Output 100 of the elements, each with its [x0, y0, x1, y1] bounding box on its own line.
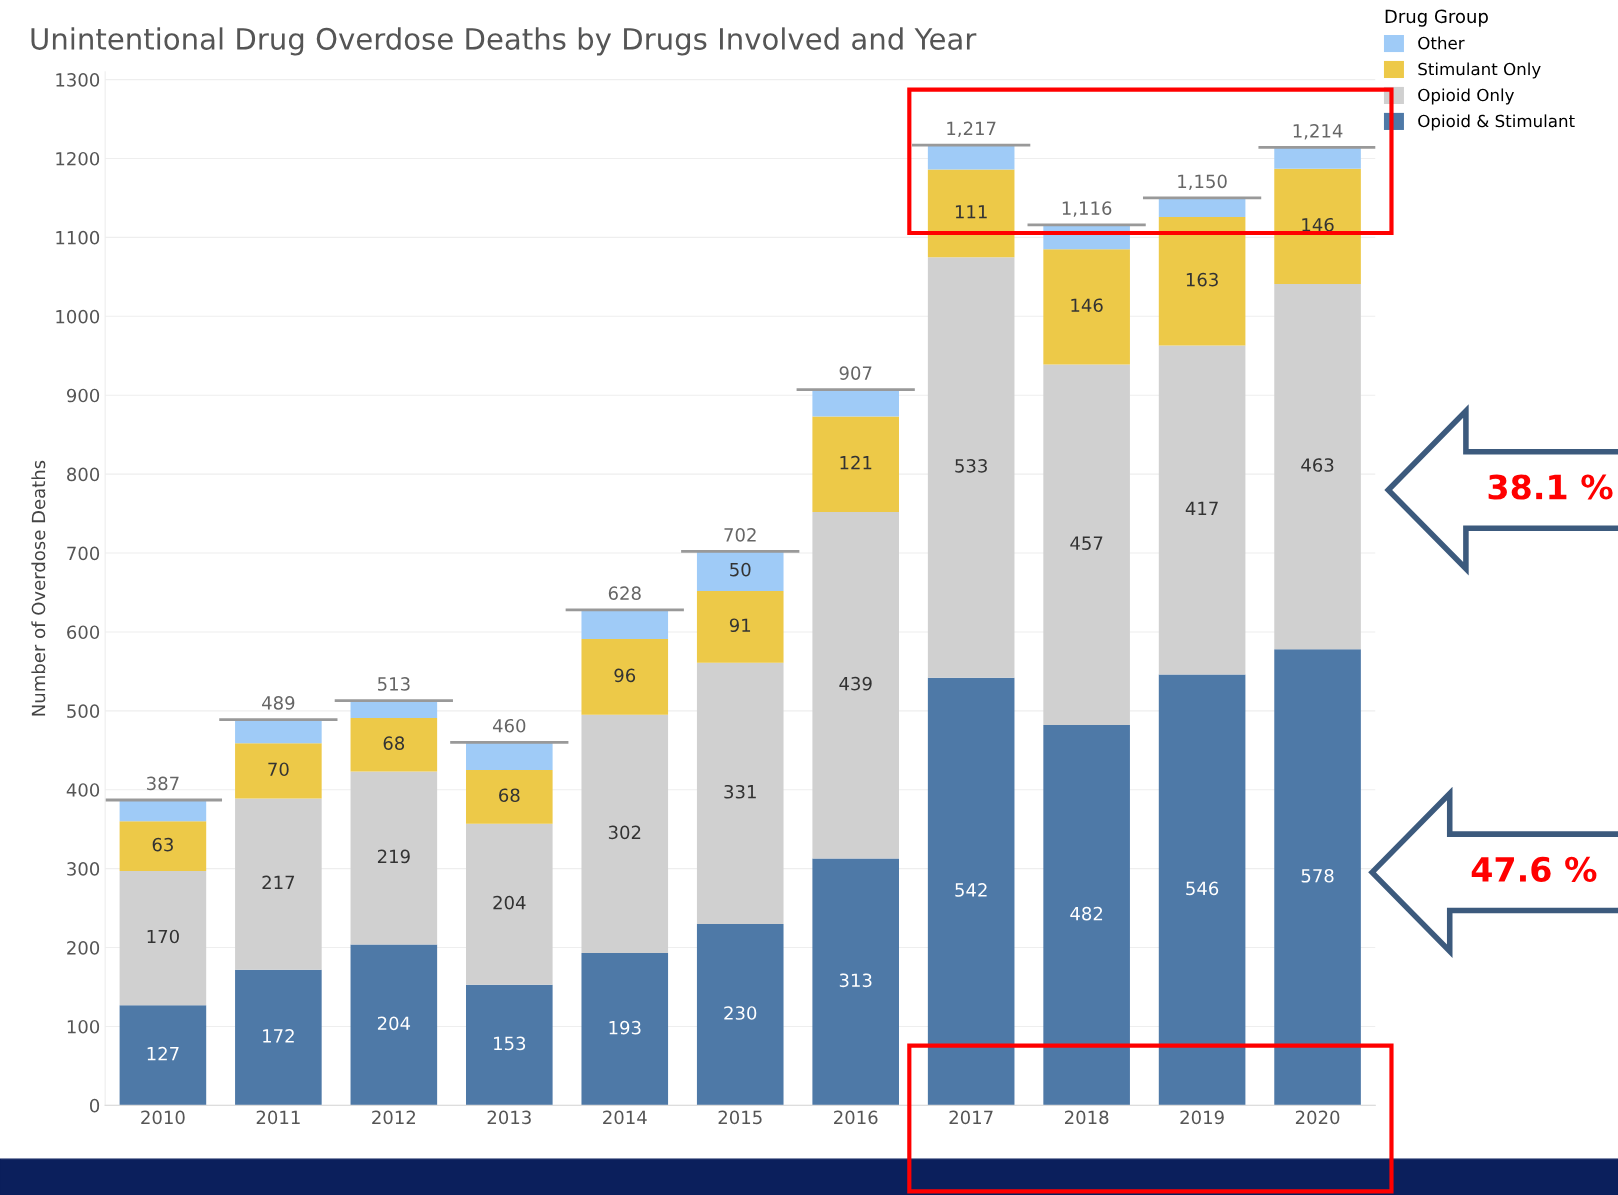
bar: [350, 717, 438, 772]
data-label: 146: [1071, 298, 1103, 313]
bar: [581, 714, 669, 954]
data-label: 127: [147, 1046, 179, 1061]
data-label: 546: [1186, 881, 1219, 896]
y-tick-label: 600: [67, 625, 100, 640]
bar: [466, 823, 553, 985]
data-label: 463: [1301, 458, 1334, 472]
bar: [812, 512, 899, 859]
bar: [696, 662, 784, 924]
data-label: 204: [377, 1016, 411, 1031]
y-tick-label: 500: [67, 704, 100, 718]
x-tick-label: 2011: [256, 1110, 300, 1125]
x-tick-label: 2017: [949, 1110, 993, 1125]
total-label: 489: [262, 696, 295, 710]
bar: [350, 944, 438, 1106]
bar: [1043, 364, 1130, 726]
bar: [235, 798, 322, 970]
data-label: 204: [493, 895, 526, 910]
data-label: 217: [262, 875, 295, 890]
bar: [235, 969, 322, 1106]
legend-label: Stimulant Only: [1418, 62, 1541, 79]
y-tick-label: 1300: [56, 73, 100, 87]
data-label: 163: [1186, 272, 1218, 287]
x-tick-label: 2016: [834, 1110, 878, 1125]
data-label: 63: [152, 837, 173, 852]
data-label: 457: [1070, 536, 1103, 550]
bar: [812, 858, 899, 1106]
y-tick-label: 1200: [56, 151, 100, 166]
bar: [119, 871, 207, 1006]
data-label: 96: [614, 668, 636, 683]
x-tick-label: 2020: [1295, 1110, 1340, 1125]
data-label: 68: [383, 736, 405, 751]
bar: [1274, 147, 1361, 169]
bar: [235, 719, 322, 744]
data-label: 331: [724, 784, 756, 799]
bar: [1158, 197, 1246, 217]
x-tick-label: 2012: [372, 1110, 415, 1125]
data-label: 70: [268, 762, 289, 777]
data-label: 302: [608, 825, 641, 840]
bar: [1274, 168, 1361, 284]
bar: [927, 169, 1015, 258]
bar: [696, 590, 784, 663]
x-tick-label: 2013: [487, 1110, 531, 1125]
bar: [119, 821, 207, 872]
y-tick-label: 300: [67, 862, 100, 876]
bar: [812, 389, 899, 417]
data-label: 542: [955, 883, 987, 897]
total-label: 1,214: [1293, 123, 1343, 140]
bar: [581, 639, 669, 715]
total-label: 1,150: [1178, 174, 1227, 190]
legend-label: Opioid Only: [1418, 88, 1514, 105]
y-tick-label: 900: [66, 388, 100, 403]
bar: [1274, 283, 1361, 650]
x-tick-label: 2014: [603, 1110, 647, 1125]
y-tick-label: 800: [67, 467, 100, 482]
bar: [466, 770, 553, 824]
data-label: 170: [147, 929, 179, 944]
chart-title: Unintentional Drug Overdose Deaths by Drugs Involved and Year: [31, 27, 977, 56]
data-label: 230: [724, 1006, 757, 1020]
bar: [1158, 345, 1246, 675]
data-label: 193: [609, 1020, 641, 1035]
y-tick-label: 100: [67, 1019, 100, 1034]
bar: [119, 1005, 207, 1106]
data-label: 578: [1301, 868, 1334, 883]
x-tick-label: 2019: [1180, 1110, 1224, 1125]
data-label: 111: [955, 205, 987, 219]
bar: [235, 743, 322, 799]
y-axis-title: Number of Overdose Deaths: [31, 460, 46, 716]
bar: [1158, 216, 1246, 346]
x-tick-label: 2015: [718, 1110, 762, 1125]
bar: [696, 923, 784, 1106]
bar: [927, 145, 1015, 170]
data-label: 68: [499, 788, 520, 803]
data-label: 172: [263, 1029, 294, 1043]
bar: [927, 677, 1015, 1106]
total-label: 387: [147, 776, 179, 791]
bar: [1043, 249, 1130, 365]
data-label: 533: [955, 459, 987, 473]
total-label: 460: [492, 718, 526, 733]
x-tick-label: 2010: [141, 1110, 185, 1125]
data-label: 153: [494, 1036, 526, 1051]
total-label: 1,217: [947, 121, 996, 138]
data-label: 121: [840, 455, 872, 470]
y-tick-label: 400: [66, 783, 100, 797]
bar: [119, 800, 207, 822]
legend-title: Drug Group: [1385, 9, 1488, 27]
bar: [350, 771, 438, 945]
x-tick-label: 2018: [1064, 1110, 1109, 1125]
bar: [466, 742, 553, 771]
bar: [581, 609, 669, 640]
y-tick-label: 700: [67, 546, 100, 561]
bar: [696, 551, 784, 591]
total-label: 907: [839, 366, 872, 380]
bar: [1274, 649, 1361, 1106]
total-label: 513: [378, 677, 410, 691]
data-label: 50: [730, 562, 751, 577]
y-tick-label: 0: [90, 1098, 100, 1113]
bar: [581, 953, 669, 1106]
bar: [927, 257, 1015, 678]
